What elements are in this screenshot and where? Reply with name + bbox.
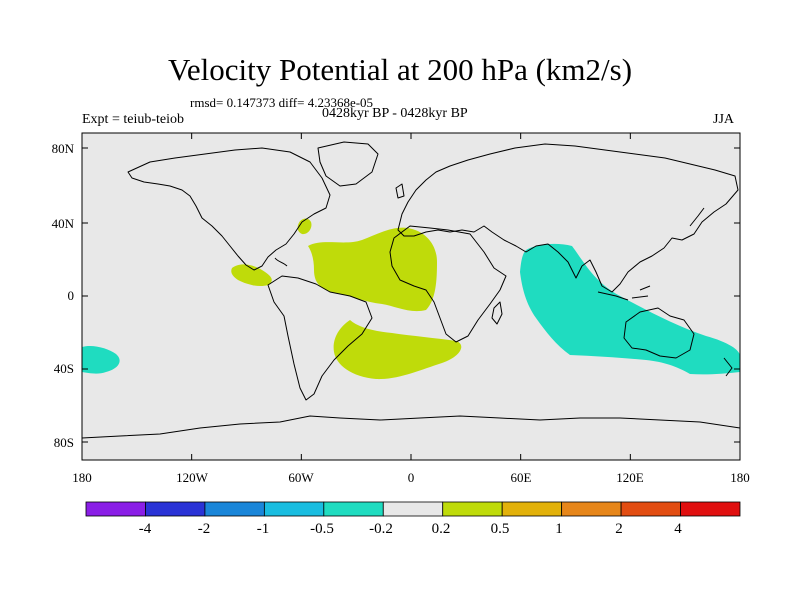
lon-label-180w: 180 <box>72 470 92 485</box>
colorbar-swatch <box>204 501 265 517</box>
colorbar-swatch <box>680 501 741 517</box>
lat-label-40s: 40S <box>54 361 74 376</box>
colorbar-label: 1 <box>555 521 563 537</box>
lat-label-40n: 40N <box>52 216 75 231</box>
longitude-ticks <box>81 133 741 460</box>
colorbar-label: -4 <box>139 521 152 537</box>
latitude-labels: 80N 40N 0 40S 80S <box>52 141 75 450</box>
contour-negative-south-pacific <box>82 345 120 374</box>
colorbar-swatch <box>382 501 444 517</box>
stats-text: rmsd= 0.147373 diff= 4.23368e-05 <box>190 95 374 110</box>
contour-positive-central-america <box>231 264 272 287</box>
colorbar-label: 2 <box>615 521 623 537</box>
colorbar-swatch <box>85 501 146 517</box>
colorbar-swatch <box>145 501 206 517</box>
contour-positive-north-atlantic <box>297 218 312 235</box>
contour-positive-south-atlantic <box>333 320 462 380</box>
colorbar-label: -2 <box>198 521 211 537</box>
lat-label-80s: 80S <box>54 435 74 450</box>
lat-label-0: 0 <box>68 288 75 303</box>
colorbar-label: 4 <box>674 521 682 537</box>
lon-label-60e: 60E <box>511 470 532 485</box>
lon-label-180e: 180 <box>730 470 750 485</box>
season-label: JJA <box>713 112 735 127</box>
lon-label-120w: 120W <box>176 470 209 485</box>
colorbar-label: 0.2 <box>432 521 451 537</box>
colorbar-label: -1 <box>257 521 270 537</box>
colorbar-label: -0.5 <box>310 521 334 537</box>
colorbar-swatch <box>620 501 681 517</box>
lon-label-0: 0 <box>408 470 415 485</box>
colorbar-swatch <box>263 501 325 517</box>
colorbar-swatch <box>561 501 622 517</box>
lat-label-80n: 80N <box>52 141 75 156</box>
experiment-label: Expt = teiub-teiob <box>82 112 184 127</box>
longitude-labels: 180 120W 60W 0 60E 120E 180 <box>72 470 750 485</box>
colorbar-label: -0.2 <box>369 521 393 537</box>
period-label: 0428kyr BP - 0428kyr BP <box>322 106 468 121</box>
latitude-ticks <box>82 147 740 443</box>
colorbar-labels: -4 -2 -1 -0.5 -0.2 0.2 0.5 1 2 4 <box>139 521 683 537</box>
colorbar-label: 0.5 <box>491 521 510 537</box>
colorbar-swatch <box>323 501 384 517</box>
colorbar-swatch <box>442 501 503 517</box>
coastlines <box>82 141 740 439</box>
lon-label-60w: 60W <box>288 470 314 485</box>
contour-positive-atlantic <box>308 227 437 312</box>
colorbar-swatch <box>501 501 563 517</box>
colorbar <box>85 501 741 517</box>
map-title: Velocity Potential at 200 hPa (km2/s) <box>167 52 633 87</box>
lon-label-120e: 120E <box>616 470 644 485</box>
